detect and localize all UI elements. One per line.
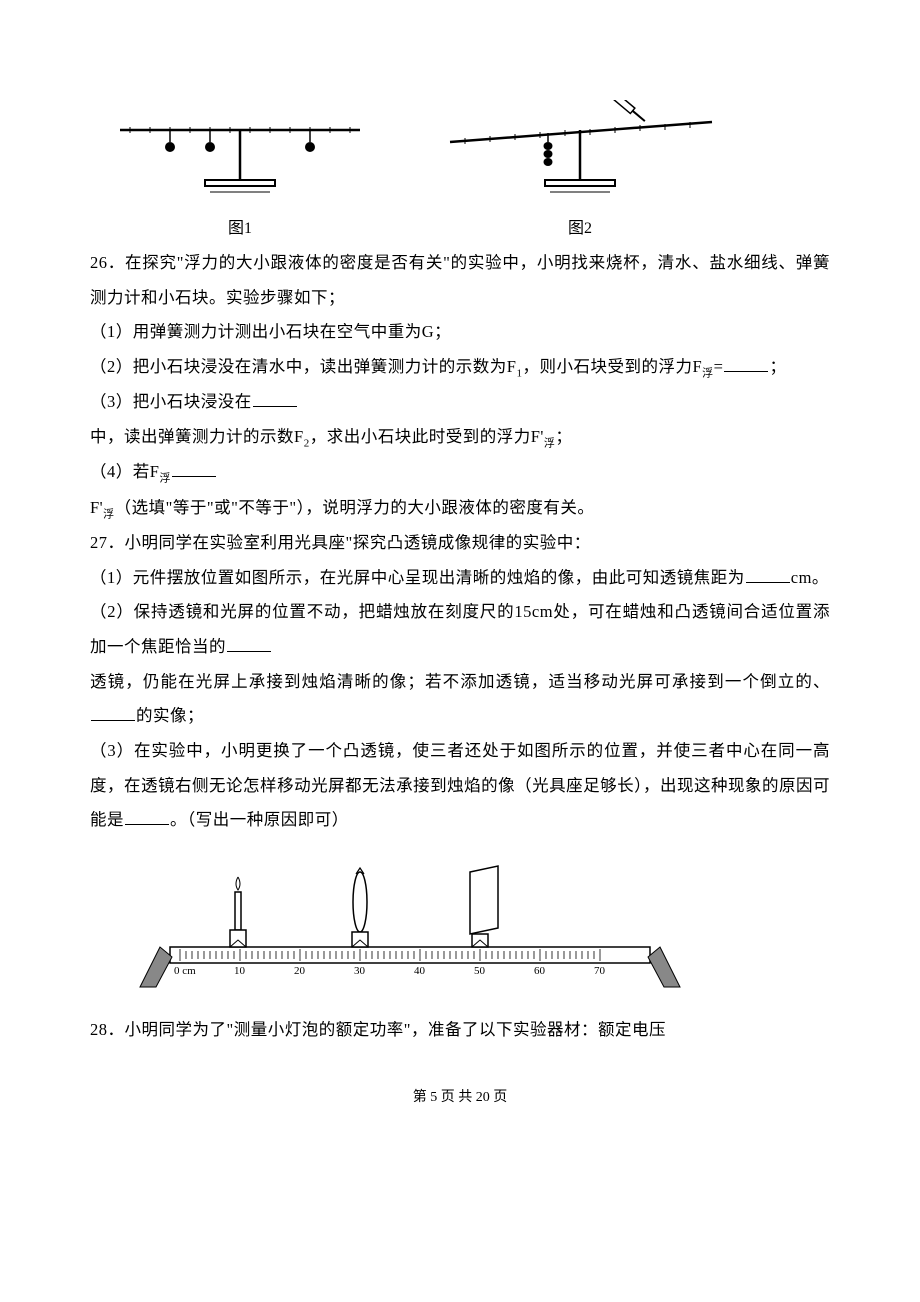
q26-step3a: （3）把小石块浸没在 (90, 392, 252, 411)
blank-fill (227, 634, 271, 652)
q27-step3b: 。（写出一种原因即可） (170, 810, 349, 829)
lens-icon (352, 868, 368, 947)
q26-step3d: ； (555, 427, 572, 446)
tick-20: 20 (294, 965, 306, 977)
blank-fill (172, 459, 216, 477)
q26-step2b: ，则小石块受到的浮力F (522, 357, 702, 376)
q28-intro: 28．小明同学为了"测量小灯泡的额定功率"，准备了以下实验器材：额定电压 (90, 1013, 830, 1048)
lever-figure-1 (110, 100, 370, 210)
footer-a: 第 (413, 1090, 431, 1105)
q26-step2c: = (714, 357, 724, 376)
tick-40: 40 (414, 965, 426, 977)
q26-intro: 26．在探究"浮力的大小跟液体的密度是否有关"的实验中，小明找来烧杯，清水、盐水… (90, 246, 830, 315)
q26-sub2: 浮 (702, 367, 714, 379)
screen-icon (470, 866, 498, 947)
footer-total: 20 (476, 1090, 490, 1105)
footer-b: 页 共 (437, 1090, 476, 1105)
figure-1-block: 图1 (110, 100, 370, 238)
q26-sub4: 浮 (544, 437, 556, 449)
tick-70: 70 (594, 965, 606, 977)
q26-step1: （1）用弹簧测力计测出小石块在空气中重为G； (90, 315, 830, 350)
q26-step3-line2: 中，读出弹簧测力计的示数F2，求出小石块此时受到的浮力F'浮； (90, 420, 830, 455)
figure-row: 图1 (90, 100, 830, 238)
q27-step2c: 的实像； (136, 706, 204, 725)
q27-step2a-line: （2）保持透镜和光屏的位置不动，把蜡烛放在刻度尺的15cm处，可在蜡烛和凸透镜间… (90, 595, 830, 664)
blank-fill (724, 354, 768, 372)
q27-step2b: 透镜，仍能在光屏上承接到烛焰清晰的像；若不添加透镜，适当移动光屏可承接到一个倒立… (90, 672, 830, 691)
candle-icon (230, 877, 246, 947)
tick-60: 60 (534, 965, 546, 977)
figure-1-caption: 图1 (228, 214, 252, 238)
q26-step2a: （2）把小石块浸没在清水中，读出弹簧测力计的示数为F (90, 357, 516, 376)
footer-c: 页 (490, 1090, 508, 1105)
q26-step4b: F' (90, 498, 103, 517)
q27-step2a: （2）保持透镜和光屏的位置不动，把蜡烛放在刻度尺的15cm处，可在蜡烛和凸透镜间… (90, 602, 830, 656)
blank-fill (125, 807, 169, 825)
tick-0: 0 cm (174, 965, 196, 977)
tick-10: 10 (234, 965, 246, 977)
q26-step4-line2: F'浮（选填"等于"或"不等于"），说明浮力的大小跟液体的密度有关。 (90, 491, 830, 526)
q27-step2b-line: 透镜，仍能在光屏上承接到烛焰清晰的像；若不添加透镜，适当移动光屏可承接到一个倒立… (90, 665, 830, 734)
blank-fill (253, 389, 297, 407)
q26-step4-line1: （4）若F浮 (90, 455, 830, 490)
q27-intro: 27．小明同学在实验室利用光具座"探究凸透镜成像规律的实验中： (90, 526, 830, 561)
q27-step1a: （1）元件摆放位置如图所示，在光屏中心呈现出清晰的烛焰的像，由此可知透镜焦距为 (90, 568, 745, 587)
blank-fill (91, 703, 135, 721)
q26-step3b: 中，读出弹簧测力计的示数F (90, 427, 304, 446)
blank-fill (746, 565, 790, 583)
q27-step1b: cm。 (791, 568, 829, 587)
q26-step4c: （选填"等于"或"不等于"），说明浮力的大小跟液体的密度有关。 (115, 498, 595, 517)
figure-2-block: 图2 (440, 100, 720, 238)
tick-50: 50 (474, 965, 486, 977)
q26-sub6: 浮 (103, 508, 115, 520)
q26-step2: （2）把小石块浸没在清水中，读出弹簧测力计的示数为F1，则小石块受到的浮力F浮=… (90, 350, 830, 385)
q26-step4a: （4）若F (90, 462, 159, 481)
q27-step1: （1）元件摆放位置如图所示，在光屏中心呈现出清晰的烛焰的像，由此可知透镜焦距为 c… (90, 561, 830, 596)
q26-step3c: ，求出小石块此时受到的浮力F' (310, 427, 544, 446)
optical-bench-figure: 0 cm 10 20 30 40 50 60 70 (130, 852, 690, 1002)
lever-figure-2 (440, 100, 720, 210)
figure-2-caption: 图2 (568, 214, 592, 238)
q27-step3: （3）在实验中，小明更换了一个凸透镜，使三者还处于如图所示的位置，并使三者中心在… (90, 734, 830, 838)
q26-step3-line1: （3）把小石块浸没在 (90, 385, 830, 420)
page-footer: 第 5 页 共 20 页 (90, 1086, 830, 1106)
q26-step2d: ； (769, 357, 786, 376)
tick-30: 30 (354, 965, 366, 977)
q26-sub5: 浮 (159, 473, 171, 485)
